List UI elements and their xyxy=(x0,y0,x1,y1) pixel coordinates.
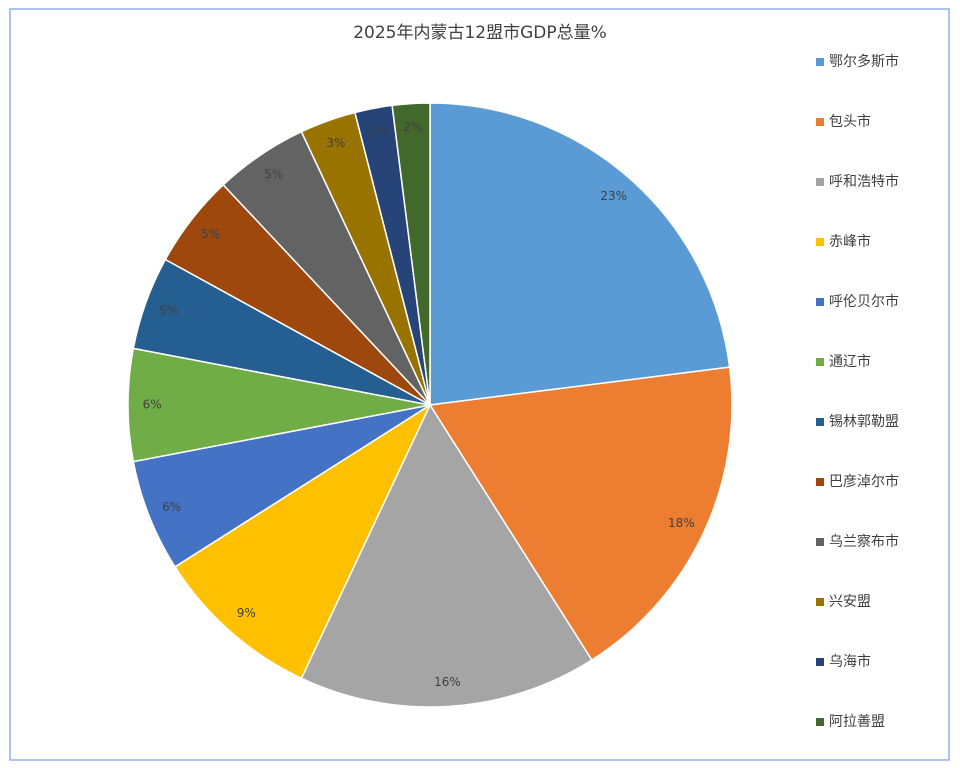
data-label: 5% xyxy=(159,303,178,317)
pie-slice xyxy=(428,366,733,662)
legend-label: 赤峰市 xyxy=(829,233,871,250)
legend-label: 巴彦淖尔市 xyxy=(829,473,899,490)
data-label: 23% xyxy=(600,189,627,203)
legend-swatch xyxy=(816,298,824,306)
data-label: 2% xyxy=(368,125,387,139)
legend-label: 呼和浩特市 xyxy=(829,173,899,190)
data-label: 6% xyxy=(143,398,162,412)
pie-slice xyxy=(391,102,431,406)
data-label: 9% xyxy=(237,606,256,620)
data-label: 5% xyxy=(264,168,283,182)
legend-swatch xyxy=(816,358,824,366)
legend-label: 呼伦贝尔市 xyxy=(829,293,899,310)
data-label: 2% xyxy=(403,120,422,134)
legend-swatch xyxy=(816,478,824,486)
data-label: 3% xyxy=(326,136,345,150)
pie-slice xyxy=(429,102,731,406)
data-label: 5% xyxy=(201,227,220,241)
legend-label: 包头市 xyxy=(829,113,871,130)
legend-swatch xyxy=(816,718,824,726)
legend-swatch xyxy=(816,538,824,546)
legend-swatch xyxy=(816,58,824,66)
data-label: 6% xyxy=(162,500,181,514)
legend-swatch xyxy=(816,238,824,246)
chart-title: 2025年内蒙古12盟市GDP总量% xyxy=(353,23,607,43)
legend-label: 锡林郭勒盟 xyxy=(829,413,899,430)
legend-label: 乌海市 xyxy=(829,653,871,670)
data-label: 16% xyxy=(434,675,461,689)
legend-swatch xyxy=(816,178,824,186)
legend-swatch xyxy=(816,598,824,606)
data-label: 18% xyxy=(668,516,695,530)
legend-label: 兴安盟 xyxy=(829,594,871,610)
pie-slice xyxy=(173,402,432,680)
legend-swatch xyxy=(816,658,824,666)
pie-slice xyxy=(300,403,593,708)
legend-label: 阿拉善盟 xyxy=(829,714,885,730)
legend-label: 乌兰察布市 xyxy=(829,533,899,550)
legend-swatch xyxy=(816,418,824,426)
legend-label: 通辽市 xyxy=(829,353,871,370)
legend-swatch xyxy=(816,118,824,126)
legend-label: 鄂尔多斯市 xyxy=(829,53,899,70)
